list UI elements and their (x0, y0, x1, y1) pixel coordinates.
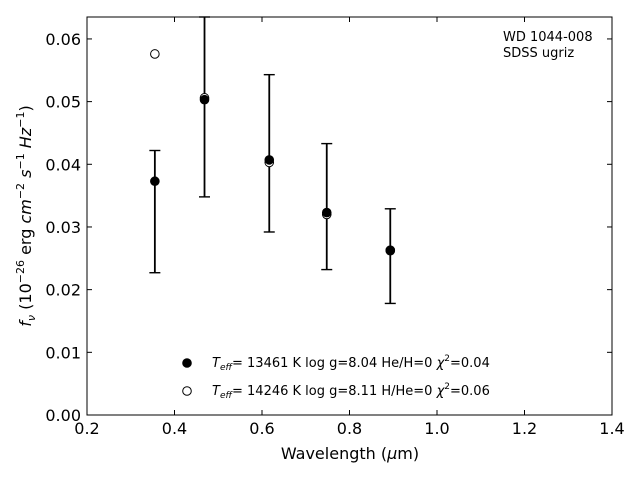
y-tick-label: 0.04 (45, 155, 81, 174)
y-axis-label-part: s (16, 170, 35, 178)
x-axis-label-part: m) (397, 444, 419, 463)
y-tick-label: 0.03 (45, 218, 81, 237)
y-axis-label-part: f (16, 319, 35, 327)
y-tick-label: 0.01 (45, 343, 81, 362)
legend-part: 2 (444, 382, 450, 392)
legend-part: = 13461 K log g=8.04 He/H=0 (232, 356, 437, 371)
filled-marker (385, 245, 396, 255)
legend-entry-2: Teff= 14246 K log g=8.11 H/He=0 χ2=0.06 (212, 382, 490, 401)
legend-marker-filled (182, 358, 192, 368)
x-tick-label: 1.2 (512, 419, 537, 438)
x-axis-ticks: 0.2 0.4 0.6 0.8 1.0 1.2 1.4 (74, 17, 625, 438)
legend-part: T (212, 384, 221, 399)
legend-part: =0.04 (450, 356, 490, 371)
y-tick-label: 0.02 (45, 281, 81, 300)
y-axis-label-part: −26 (14, 260, 27, 283)
x-tick-label: 0.8 (337, 419, 362, 438)
filled-marker (321, 207, 332, 218)
legend-part: χ (436, 384, 446, 399)
y-axis-label-part: erg (16, 224, 35, 260)
y-tick-label: 0.00 (45, 406, 81, 425)
y-axis-label: fν (10−26 erg cm−2 s−1 Hz−1) (14, 105, 38, 326)
legend-entry-1: Teff= 13461 K log g=8.04 He/H=0 χ2=0.04 (212, 354, 490, 373)
x-tick-label: 0.6 (249, 419, 274, 438)
filled-marker (199, 94, 210, 105)
y-axis-label-part: Hz (16, 127, 35, 148)
y-axis-ticks: 0.00 0.01 0.02 0.03 0.04 0.05 0.06 (45, 30, 612, 425)
x-axis-label-part: Wavelength ( (281, 444, 387, 463)
filled-marker (264, 155, 275, 165)
x-axis-label: Wavelength (μm) (281, 444, 419, 463)
series-filled-markers (150, 94, 396, 255)
filled-marker (150, 176, 160, 187)
x-tick-label: 1.4 (599, 419, 624, 438)
y-axis-label-part: −2 (14, 183, 27, 199)
series-open-markers (150, 49, 396, 256)
y-axis-label-part: (10 (16, 283, 35, 315)
y-axis-label-part: ) (16, 105, 35, 111)
legend-part: eff (220, 391, 234, 401)
open-marker (150, 49, 160, 59)
y-axis-label-part: −1 (14, 112, 27, 128)
legend-part: eff (220, 363, 234, 373)
legend-marker-open (182, 386, 192, 396)
y-axis-label-part: cm (16, 199, 35, 223)
legend-part: = 14246 K log g=8.11 H/He=0 (232, 384, 437, 399)
y-axis-label-part: −1 (14, 153, 27, 169)
y-tick-label: 0.06 (45, 30, 81, 49)
x-tick-label: 0.4 (162, 419, 187, 438)
legend-part: χ (436, 356, 446, 371)
legend-part: =0.06 (450, 384, 490, 399)
x-axis-label-part: μ (386, 444, 397, 463)
legend-part: T (212, 356, 221, 371)
object-annotation: WD 1044-008 SDSS ugriz (503, 30, 593, 61)
legend-part: 2 (444, 354, 450, 364)
annotation-line-1: WD 1044-008 (503, 30, 593, 45)
y-axis-label-part: ν (25, 315, 38, 321)
legend: Teff= 13461 K log g=8.04 He/H=0 χ2=0.04 … (182, 354, 490, 401)
error-bars (149, 16, 396, 305)
x-tick-label: 0.2 (74, 419, 99, 438)
y-tick-label: 0.05 (45, 93, 81, 112)
annotation-line-2: SDSS ugriz (503, 46, 574, 61)
x-tick-label: 1.0 (424, 419, 449, 438)
